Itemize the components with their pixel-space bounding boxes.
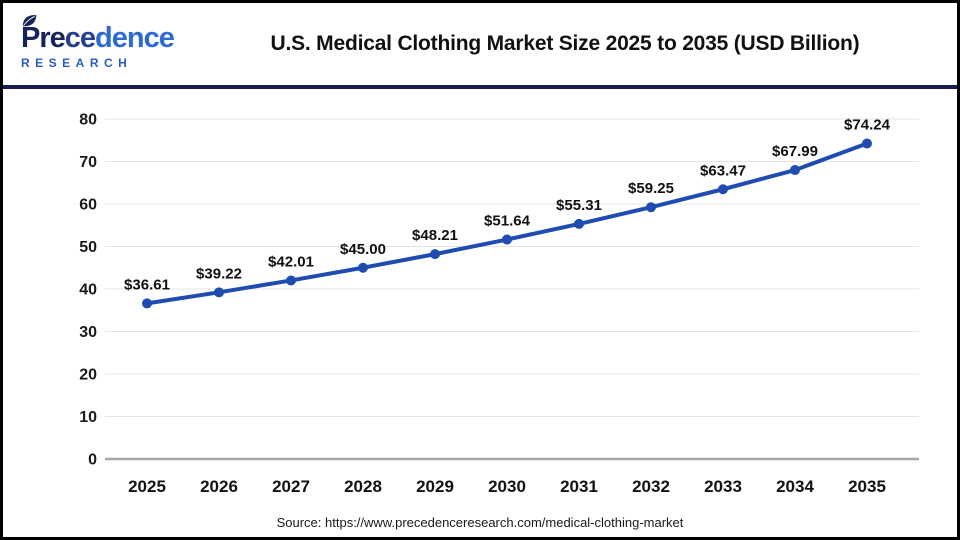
- y-axis-tick-label: 80: [79, 112, 97, 129]
- x-axis-tick-label: 2031: [560, 477, 598, 496]
- data-point-marker: [502, 234, 512, 245]
- data-point-marker: [214, 287, 224, 298]
- data-point-marker: [286, 275, 296, 286]
- data-point-label: $45.00: [340, 241, 386, 258]
- y-axis-tick-label: 20: [79, 367, 97, 384]
- data-point-marker: [430, 249, 440, 260]
- x-axis-tick-label: 2026: [200, 477, 238, 496]
- y-axis-tick-label: 40: [79, 282, 97, 299]
- x-axis-tick-label: 2025: [128, 477, 166, 496]
- logo-word-part2: ce: [64, 21, 96, 54]
- data-point-label: $55.31: [556, 197, 602, 214]
- data-point-label: $36.61: [124, 276, 170, 293]
- data-point-marker: [718, 184, 728, 195]
- data-point-label: $48.21: [412, 227, 458, 244]
- x-axis-tick-label: 2028: [344, 477, 382, 496]
- logo-subtitle: RESEARCH: [21, 55, 133, 70]
- page-title: U.S. Medical Clothing Market Size 2025 t…: [270, 32, 860, 55]
- x-axis-tick-label: 2034: [776, 477, 814, 496]
- y-axis-tick-label: 50: [79, 239, 97, 256]
- x-axis-tick-label: 2035: [848, 477, 886, 496]
- data-point-label: $42.01: [268, 253, 314, 270]
- source-text: Source: https://www.precedenceresearch.c…: [276, 515, 684, 530]
- source-row: Source: https://www.precedenceresearch.c…: [3, 514, 957, 532]
- data-point-label: $59.25: [628, 180, 674, 197]
- y-axis-tick-label: 10: [79, 409, 97, 426]
- precedence-research-logo: Precedence RESEARCH: [21, 14, 191, 70]
- logo-word-part1: Pre: [21, 21, 66, 54]
- logo-word-part3: dence: [95, 21, 175, 54]
- header: Precedence RESEARCH U.S. Medical Clothin…: [3, 3, 957, 85]
- data-point-marker: [142, 298, 152, 309]
- header-divider: [3, 85, 957, 89]
- x-axis-tick-label: 2029: [416, 477, 454, 496]
- data-point-label: $39.22: [196, 265, 242, 282]
- data-point-label: $63.47: [700, 162, 746, 179]
- leaf-icon: [22, 14, 37, 26]
- data-point-label: $67.99: [772, 143, 818, 160]
- title-container: U.S. Medical Clothing Market Size 2025 t…: [191, 32, 939, 56]
- x-axis-tick-label: 2030: [488, 477, 526, 496]
- y-axis-tick-label: 70: [79, 154, 97, 171]
- data-point-marker: [574, 218, 584, 229]
- y-axis-tick-label: 60: [79, 197, 97, 214]
- data-point-marker: [646, 202, 656, 213]
- data-point-marker: [358, 262, 368, 273]
- y-axis-tick-label: 0: [88, 452, 97, 469]
- x-axis-tick-label: 2027: [272, 477, 310, 496]
- data-point-label: $74.24: [844, 116, 891, 133]
- data-point-label: $51.64: [484, 213, 531, 230]
- x-axis-tick-label: 2033: [704, 477, 742, 496]
- data-point-marker: [790, 165, 800, 176]
- logo-wordmark: Precedence: [21, 21, 191, 54]
- y-axis-tick-label: 30: [79, 324, 97, 341]
- x-axis-tick-label: 2032: [632, 477, 670, 496]
- data-point-marker: [862, 138, 872, 149]
